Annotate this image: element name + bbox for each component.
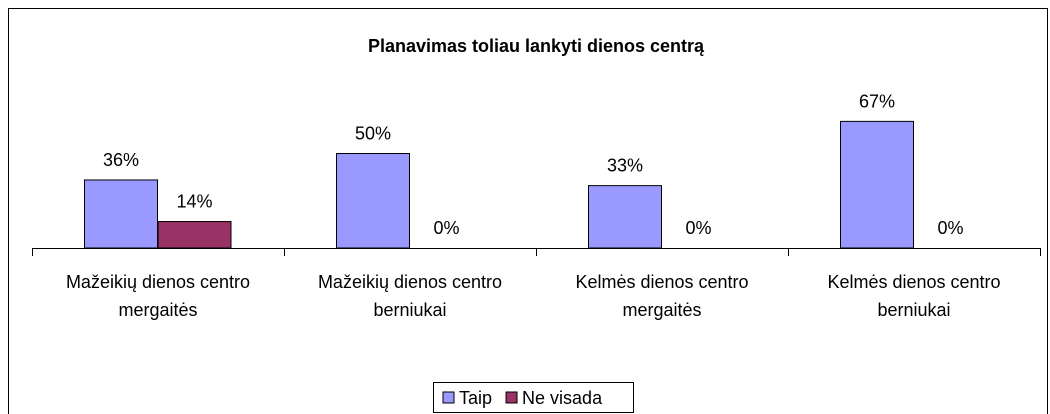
bar (157, 221, 232, 249)
legend-label: Ne visada (522, 388, 603, 408)
x-tick-label: Mažeikių dienos centro mergaitės (65, 272, 251, 320)
data-label: 36% (103, 150, 139, 170)
bar (840, 120, 914, 249)
data-label: 67% (859, 91, 895, 111)
data-label: 0% (433, 218, 459, 238)
bar (84, 179, 158, 249)
chart-title: Planavimas toliau lankyti dienos centrą (368, 36, 705, 56)
x-tick-label: Kelmės dienos centro mergaitės (575, 272, 749, 320)
data-label: 0% (685, 218, 711, 238)
data-label: 0% (937, 218, 963, 238)
data-label: 50% (355, 124, 391, 144)
legend-swatch (505, 391, 518, 404)
bar (588, 185, 662, 249)
legend-label: Taip (459, 388, 492, 408)
legend-swatch (442, 391, 455, 404)
x-tick-label: Mažeikių dienos centro berniukai (317, 272, 503, 320)
legend-box (433, 382, 634, 413)
x-tick-label: Kelmės dienos centro berniukai (827, 272, 1001, 320)
data-label: 33% (607, 156, 643, 176)
data-label: 14% (176, 192, 212, 212)
bar (336, 153, 410, 249)
